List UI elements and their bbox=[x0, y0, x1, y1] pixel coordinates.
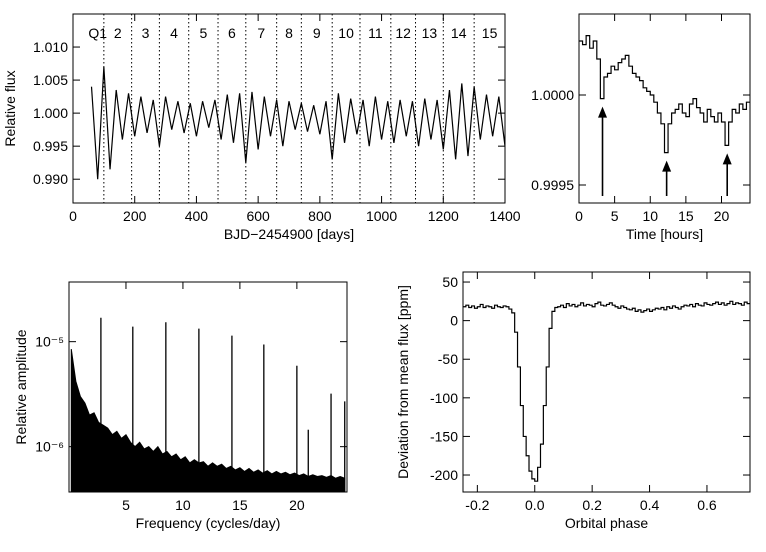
y-tick-label: -200 bbox=[430, 467, 458, 483]
x-tick-label: 600 bbox=[246, 208, 270, 224]
x-tick-label: 0 bbox=[575, 208, 583, 224]
y-tick-label: 1.000 bbox=[33, 105, 68, 121]
quarter-label: 3 bbox=[142, 25, 150, 41]
arrow bbox=[722, 153, 732, 196]
arrow-head bbox=[662, 160, 672, 172]
x-tick-label: 0.6 bbox=[697, 497, 717, 513]
plot-area bbox=[579, 35, 750, 154]
quarter-label: 5 bbox=[199, 25, 207, 41]
y-axis-label: Deviation from mean flux [ppm] bbox=[395, 285, 411, 479]
y-tick-label: 10⁻⁶ bbox=[35, 439, 64, 455]
quarter-label: 15 bbox=[482, 25, 498, 41]
x-tick-label: 0.4 bbox=[640, 497, 660, 513]
quarter-label: 4 bbox=[170, 25, 178, 41]
y-axis-label: Relative amplitude bbox=[13, 329, 29, 444]
x-tick-label: 20 bbox=[289, 497, 305, 513]
y-tick-label: 1.0000 bbox=[531, 87, 574, 103]
x-tick-label: 20 bbox=[714, 208, 730, 224]
axes-box bbox=[68, 281, 348, 493]
x-tick-label: 1200 bbox=[428, 208, 459, 224]
step-line bbox=[579, 35, 750, 154]
axes-box bbox=[462, 271, 751, 493]
quarter-label: 13 bbox=[422, 25, 438, 41]
panel: 5 10 15 20 10⁻⁶ 10⁻⁵ Frequency (cycles/day) Rel… bbox=[13, 281, 348, 531]
arrow bbox=[598, 106, 608, 196]
y-tick-label: 1.005 bbox=[33, 72, 68, 88]
x-axis-label: Frequency (cycles/day) bbox=[136, 515, 281, 531]
quarter-label: 11 bbox=[368, 25, 383, 41]
x-axis-label: Orbital phase bbox=[565, 515, 648, 531]
noise-floor bbox=[70, 348, 346, 492]
arrow bbox=[662, 160, 672, 196]
axes-box bbox=[72, 13, 506, 204]
y-tick-label: -100 bbox=[430, 390, 458, 406]
y-tick-label: -150 bbox=[430, 428, 458, 444]
x-tick-label: 5 bbox=[122, 497, 130, 513]
quarter-label: 6 bbox=[228, 25, 236, 41]
y-tick-label: 0.995 bbox=[33, 138, 68, 154]
arrow-head bbox=[598, 106, 608, 118]
step-line bbox=[463, 300, 750, 482]
x-tick-label: 15 bbox=[232, 497, 248, 513]
y-tick-label: 0.9995 bbox=[531, 177, 574, 193]
y-tick-label: 1.010 bbox=[33, 39, 68, 55]
x-tick-label: 10 bbox=[175, 497, 191, 513]
y-tick-label: 0.990 bbox=[33, 171, 68, 187]
x-tick-label: 1400 bbox=[489, 208, 520, 224]
x-tick-label: 0.2 bbox=[582, 497, 602, 513]
quarter-label: Q1 bbox=[88, 25, 107, 41]
x-tick-label: 10 bbox=[642, 208, 658, 224]
y-tick-label: -50 bbox=[438, 351, 458, 367]
flux-line bbox=[90, 66, 505, 180]
x-axis-label: Time [hours] bbox=[626, 226, 703, 242]
plot-area bbox=[70, 317, 346, 492]
quarter-label: 10 bbox=[338, 25, 354, 41]
arrow-head bbox=[722, 153, 732, 165]
quarter-label: 2 bbox=[114, 25, 122, 41]
x-tick-label: 1000 bbox=[366, 208, 397, 224]
quarter-label: 7 bbox=[257, 25, 265, 41]
panel: Q1 2 3 4 5 6 7 8 9 10 11 12 13 14 15 0 200 400 600 800 1000 1… bbox=[2, 13, 521, 242]
x-tick-label: 15 bbox=[678, 208, 694, 224]
quarter-label: 14 bbox=[451, 25, 467, 41]
quarter-label: 12 bbox=[395, 25, 411, 41]
x-tick-label: 0.0 bbox=[525, 497, 545, 513]
y-tick-label: 50 bbox=[442, 274, 458, 290]
panel: -0.2 0.0 0.2 0.4 0.6 -200 -150 -100 -50 0 50 Orbita… bbox=[395, 271, 751, 531]
x-tick-label: 0 bbox=[69, 208, 77, 224]
x-tick-label: 800 bbox=[308, 208, 332, 224]
axes-box bbox=[578, 13, 751, 204]
quarter-label: 9 bbox=[313, 25, 321, 41]
y-tick-label: 0 bbox=[450, 313, 458, 329]
x-tick-label: 400 bbox=[185, 208, 209, 224]
y-axis-label: Relative flux bbox=[2, 70, 18, 146]
y-tick-label: 10⁻⁵ bbox=[35, 334, 64, 350]
panel: 0 5 10 15 20 0.9995 1.0000 Time [hours] bbox=[531, 13, 751, 242]
x-tick-label: 5 bbox=[611, 208, 619, 224]
plot-area bbox=[463, 300, 750, 482]
x-axis-label: BJD−2454900 [days] bbox=[224, 226, 354, 242]
plot-area bbox=[90, 66, 505, 180]
quarter-label: 8 bbox=[285, 25, 293, 41]
x-tick-label: 200 bbox=[123, 208, 147, 224]
x-tick-label: -0.2 bbox=[465, 497, 489, 513]
